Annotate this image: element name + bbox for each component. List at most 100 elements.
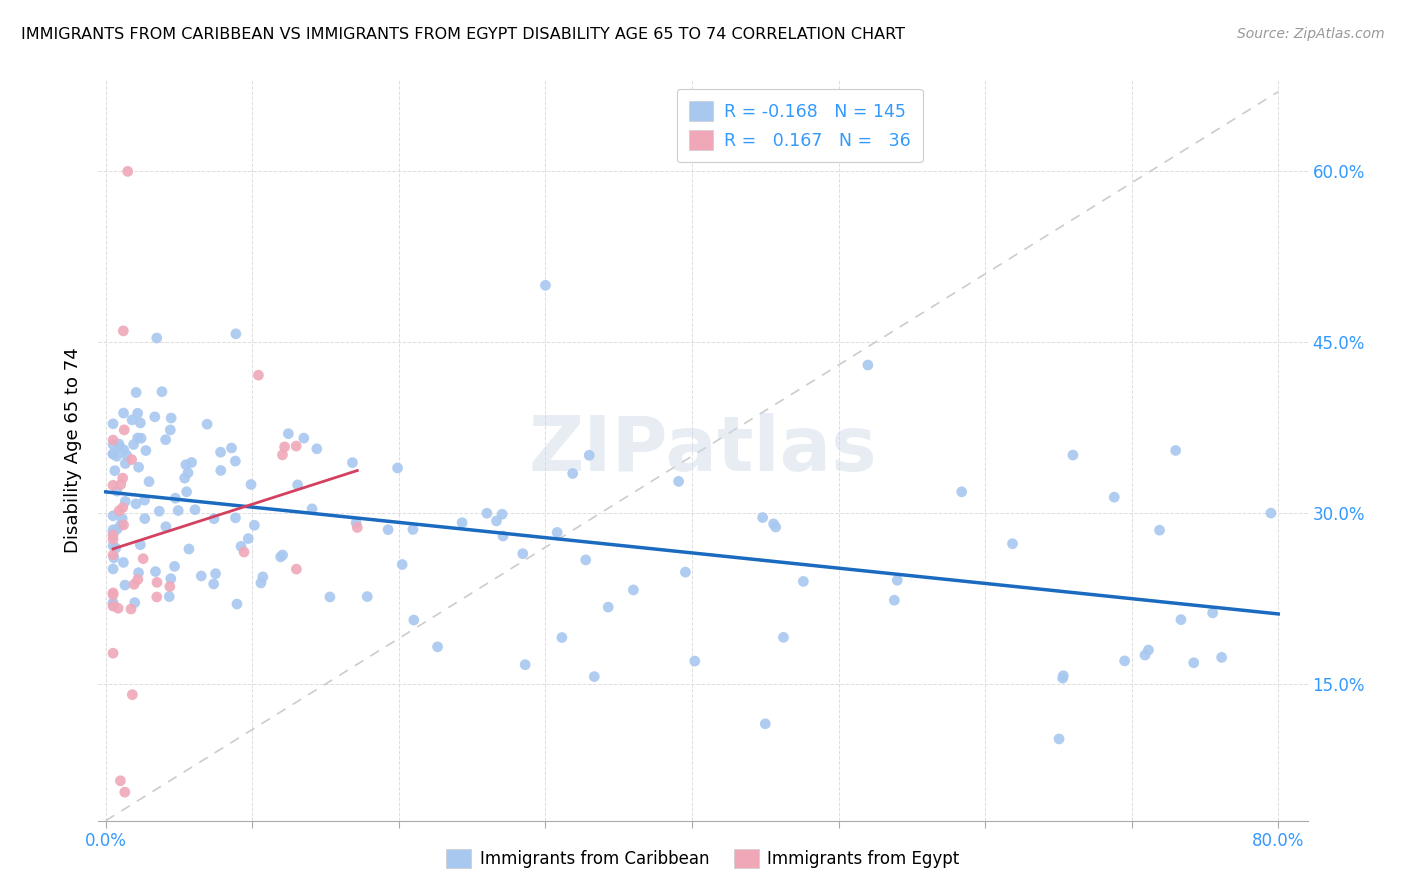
Point (492, 529, 515, 543)
Point (485, 514, 508, 528)
Point (301, 501, 323, 516)
Point (159, 423, 181, 437)
Legend: R = -0.168   N = 145, R =   0.167   N =   36: R = -0.168 N = 145, R = 0.167 N = 36 (676, 89, 922, 162)
Point (128, 566, 150, 580)
Point (621, 582, 644, 597)
Point (125, 385, 148, 400)
Point (387, 461, 409, 475)
Point (1052, 671, 1074, 685)
Point (226, 597, 249, 611)
Point (247, 368, 270, 383)
Point (195, 417, 218, 432)
Point (104, 541, 127, 555)
Point (250, 576, 273, 591)
Point (883, 593, 905, 607)
Point (129, 431, 152, 445)
Point (120, 602, 142, 616)
Point (150, 384, 173, 399)
Point (1137, 643, 1160, 657)
Point (277, 426, 299, 441)
Point (108, 437, 131, 451)
Point (101, 646, 124, 660)
Point (598, 600, 620, 615)
Point (121, 688, 143, 702)
Point (101, 508, 124, 523)
Point (112, 442, 135, 457)
Point (101, 598, 124, 612)
Point (1052, 669, 1074, 683)
Point (122, 437, 145, 451)
Point (273, 440, 295, 454)
Point (112, 556, 135, 570)
Point (105, 484, 128, 499)
Point (138, 475, 160, 489)
Point (159, 572, 181, 586)
Point (101, 523, 124, 537)
Point (856, 358, 879, 372)
Point (583, 670, 606, 684)
Point (451, 516, 474, 530)
Point (534, 278, 557, 293)
Point (673, 565, 696, 579)
Point (129, 416, 152, 430)
Point (546, 525, 568, 540)
Point (134, 511, 156, 525)
Point (1182, 656, 1205, 670)
Point (287, 478, 309, 492)
Text: Source: ZipAtlas.com: Source: ZipAtlas.com (1237, 27, 1385, 41)
Point (1170, 613, 1192, 627)
Point (402, 523, 425, 537)
Point (950, 484, 973, 499)
Point (751, 510, 773, 524)
Point (108, 440, 131, 454)
Text: IMMIGRANTS FROM CARIBBEAN VS IMMIGRANTS FROM EGYPT DISABILITY AGE 65 TO 74 CORRE: IMMIGRANTS FROM CARIBBEAN VS IMMIGRANTS … (21, 27, 905, 42)
Point (243, 518, 266, 533)
Point (229, 539, 252, 553)
Point (132, 551, 155, 566)
Point (772, 630, 794, 644)
Point (127, 406, 149, 420)
Point (886, 574, 908, 588)
Point (1211, 650, 1233, 665)
Point (285, 562, 308, 576)
Point (145, 565, 167, 579)
Point (114, 578, 136, 592)
Point (346, 520, 368, 534)
Point (101, 437, 124, 451)
Point (426, 640, 449, 654)
Point (578, 448, 600, 462)
Point (1062, 448, 1084, 462)
Point (121, 452, 143, 467)
Point (754, 716, 776, 731)
Point (224, 511, 246, 525)
Point (1164, 443, 1187, 458)
Point (110, 518, 132, 533)
Point (190, 569, 212, 583)
Point (121, 413, 143, 427)
Point (165, 491, 187, 506)
Point (225, 326, 247, 341)
Point (101, 588, 124, 602)
Point (233, 545, 256, 559)
Point (475, 506, 498, 520)
Point (145, 331, 167, 345)
Point (124, 596, 146, 610)
Point (112, 406, 135, 420)
Point (134, 493, 156, 508)
Point (209, 445, 232, 459)
Point (683, 654, 706, 668)
Point (112, 518, 135, 533)
Point (101, 562, 124, 576)
Point (127, 431, 149, 445)
Text: ZIPatlas: ZIPatlas (529, 414, 877, 487)
Point (101, 433, 124, 447)
Point (129, 538, 152, 552)
Point (163, 559, 186, 574)
Point (342, 456, 364, 470)
Point (1001, 537, 1024, 551)
Point (110, 773, 132, 788)
Point (202, 577, 225, 591)
Point (167, 503, 190, 517)
Point (202, 512, 225, 526)
Point (101, 447, 124, 461)
